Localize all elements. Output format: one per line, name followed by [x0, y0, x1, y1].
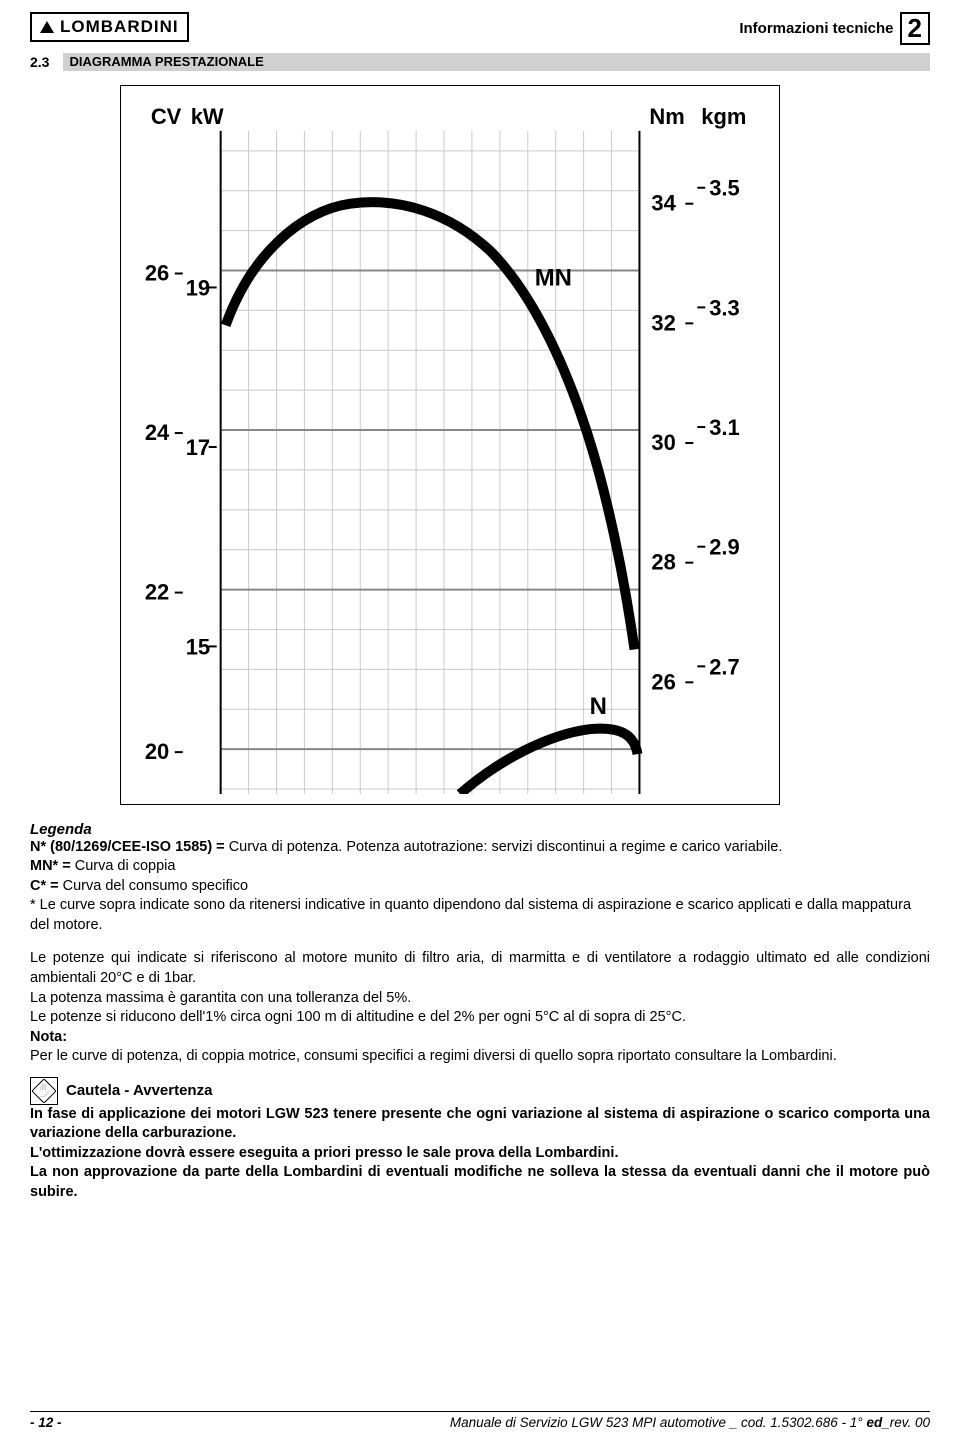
chapter-box: Informazioni tecniche 2	[739, 12, 930, 45]
tick-nm-3: 28	[651, 549, 675, 574]
footer-right-post: _rev. 00	[882, 1415, 930, 1430]
legend-l3-rest: Curva del consumo specifico	[63, 878, 248, 894]
axis-label-nm: Nm	[649, 104, 684, 129]
legend-line-1: N* (80/1269/CEE-ISO 1585) = Curva di pot…	[30, 838, 930, 858]
legend-title: Legenda	[30, 821, 930, 838]
tick-cv-0: 26	[145, 260, 169, 285]
legend-l2-prefix: MN* =	[30, 858, 75, 874]
performance-chart: CV kW Nm kgm 26 24 22 20 19 17 15 34 32 …	[120, 85, 780, 805]
tick-kw-2: 15	[186, 634, 210, 659]
brand-logo: LOMBARDINI	[30, 12, 189, 42]
tick-kgm-2: 3.1	[709, 415, 739, 440]
caution-label: Cautela - Avvertenza	[66, 1082, 212, 1099]
footer-right-pre: Manuale di Servizio LGW 523 MPI automoti…	[450, 1415, 867, 1430]
curve-mn	[226, 202, 635, 649]
tick-kgm-4: 2.7	[709, 654, 739, 679]
section-number: 2.3	[30, 54, 49, 70]
tick-kw-0: 19	[186, 275, 210, 300]
axis-label-kw: kW	[191, 104, 224, 129]
footer-page: - 12 -	[30, 1415, 62, 1430]
logo-triangle-icon	[40, 21, 54, 33]
brand-name: LOMBARDINI	[60, 17, 179, 37]
legend-l1-rest: Curva di potenza. Potenza autotrazione: …	[229, 839, 783, 855]
caution-hand-icon	[30, 1077, 58, 1105]
legend-l1-prefix: N* (80/1269/CEE-ISO 1585) =	[30, 839, 229, 855]
legend-line-3: C* = Curva del consumo specifico	[30, 877, 930, 897]
page-header: LOMBARDINI Informazioni tecniche 2	[30, 12, 930, 45]
legend: Legenda N* (80/1269/CEE-ISO 1585) = Curv…	[30, 821, 930, 936]
caution-text-1: In fase di applicazione dei motori LGW 5…	[30, 1105, 930, 1144]
tick-kgm-0: 3.5	[709, 175, 739, 200]
tick-nm-4: 26	[651, 669, 675, 694]
legend-line-4: * Le curve sopra indicate sono da ritene…	[30, 896, 930, 935]
tick-kgm-1: 3.3	[709, 295, 739, 320]
axis-label-cv: CV	[151, 104, 182, 129]
paragraph-1: Le potenze qui indicate si riferiscono a…	[30, 949, 930, 988]
section-title: DIAGRAMMA PRESTAZIONALE	[63, 53, 930, 71]
nota-block: Nota: Per le curve di potenza, di coppia…	[30, 1028, 930, 1067]
curve-label-mn: MN	[535, 264, 572, 291]
caution-row: Cautela - Avvertenza	[30, 1077, 930, 1105]
tick-kgm-3: 2.9	[709, 534, 739, 559]
tick-cv-3: 20	[145, 739, 169, 764]
section-heading: 2.3 DIAGRAMMA PRESTAZIONALE	[30, 53, 930, 71]
legend-l3-prefix: C* =	[30, 878, 63, 894]
nota-text: Per le curve di potenza, di coppia motri…	[30, 1048, 837, 1064]
curve-label-n: N	[590, 693, 607, 720]
nota-label: Nota:	[30, 1029, 67, 1045]
tick-nm-0: 34	[651, 190, 676, 215]
tick-kw-1: 17	[186, 435, 210, 460]
chart-svg: CV kW Nm kgm 26 24 22 20 19 17 15 34 32 …	[129, 96, 771, 794]
tick-nm-2: 30	[651, 430, 675, 455]
legend-line-2: MN* = Curva di coppia	[30, 857, 930, 877]
caution-text-3: La non approvazione da parte della Lomba…	[30, 1163, 930, 1202]
paragraph-2: La potenza massima è garantita con una t…	[30, 989, 930, 1009]
page-footer: - 12 - Manuale di Servizio LGW 523 MPI a…	[30, 1411, 930, 1430]
legend-l2-rest: Curva di coppia	[75, 858, 176, 874]
axis-label-kgm: kgm	[701, 104, 746, 129]
curve-n	[460, 728, 637, 793]
footer-right-bold: ed	[866, 1415, 882, 1430]
tick-nm-1: 32	[651, 310, 675, 335]
tick-cv-1: 24	[145, 420, 170, 445]
chapter-number: 2	[900, 12, 930, 45]
footer-right: Manuale di Servizio LGW 523 MPI automoti…	[450, 1415, 930, 1430]
chapter-title: Informazioni tecniche	[739, 20, 893, 37]
tick-cv-2: 22	[145, 579, 169, 604]
caution-text-2: L'ottimizzazione dovrà essere eseguita a…	[30, 1144, 930, 1164]
paragraph-3: Le potenze si riducono dell'1% circa ogn…	[30, 1008, 930, 1028]
section-title-text: DIAGRAMMA PRESTAZIONALE	[69, 54, 263, 69]
